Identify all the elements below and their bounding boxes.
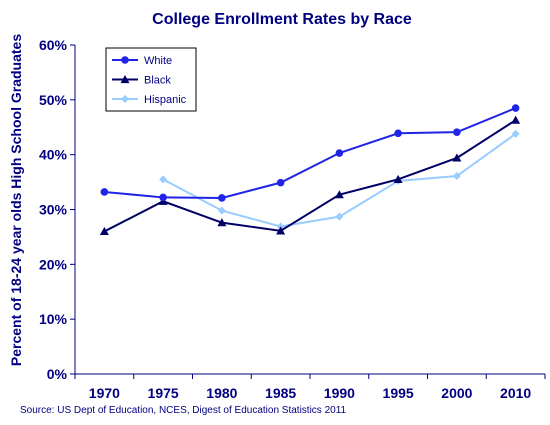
y-tick-label: 40% [39,147,68,163]
series-black [99,115,521,236]
data-point-hispanic [335,212,344,221]
data-point-black [217,218,227,227]
x-tick-label: 2010 [500,385,531,401]
data-point-white [394,129,402,138]
legend-marker-black [120,75,130,84]
data-point-hispanic [217,206,226,215]
series-line-hispanic [162,133,517,228]
data-point-white [335,149,344,157]
legend-label-hispanic: Hispanic [144,94,187,106]
data-point-black [393,174,403,183]
legend-label-black: Black [144,75,171,87]
y-tick-label: 0% [47,366,68,382]
data-point-white [100,188,109,196]
data-point-white [218,194,226,202]
y-tick-label: 10% [39,311,68,327]
data-point-black [452,153,462,162]
x-tick-label: 1995 [383,385,414,401]
series-line-white [104,107,517,199]
y-tick-label: 60% [39,37,68,53]
x-tick-label: 1980 [206,385,237,401]
series-hispanic [159,129,520,231]
series-white [100,104,520,202]
x-tick-label: 1970 [89,385,120,401]
y-tick-label: 30% [39,202,68,218]
data-point-white [511,104,520,112]
data-point-white [159,193,167,202]
x-tick-label: 1990 [324,385,355,401]
data-point-white [276,178,285,187]
y-tick-label: 20% [39,256,68,272]
data-point-hispanic [511,129,520,138]
series-line-black [103,119,517,233]
legend: White Black Hispanic [105,47,197,112]
x-tick-label: 2000 [441,385,472,401]
y-tick-label: 50% [39,92,68,108]
data-point-black [511,115,521,124]
legend-label-white: White [144,55,172,67]
series-layer [99,104,521,236]
legend-marker-hispanic [121,95,129,103]
y-axis-label: Percent of 18-24 year olds High School G… [8,34,24,366]
data-point-black [276,226,286,235]
axes: 0% 10% 20% 30% 40% 50% 60% 1970 1975 1980 1985 1990… [39,37,546,401]
data-point-black [99,226,109,236]
data-point-hispanic [159,175,168,184]
x-tick-label: 1975 [148,385,179,401]
x-tick-label: 1985 [265,385,296,401]
data-point-black [334,190,344,199]
source-note: Source: US Dept of Education, NCES, Dige… [20,405,347,416]
legend-marker-white [121,56,129,64]
data-point-hispanic [452,172,461,181]
chart-title: College Enrollment Rates by Race [152,11,412,28]
data-point-white [453,128,461,136]
